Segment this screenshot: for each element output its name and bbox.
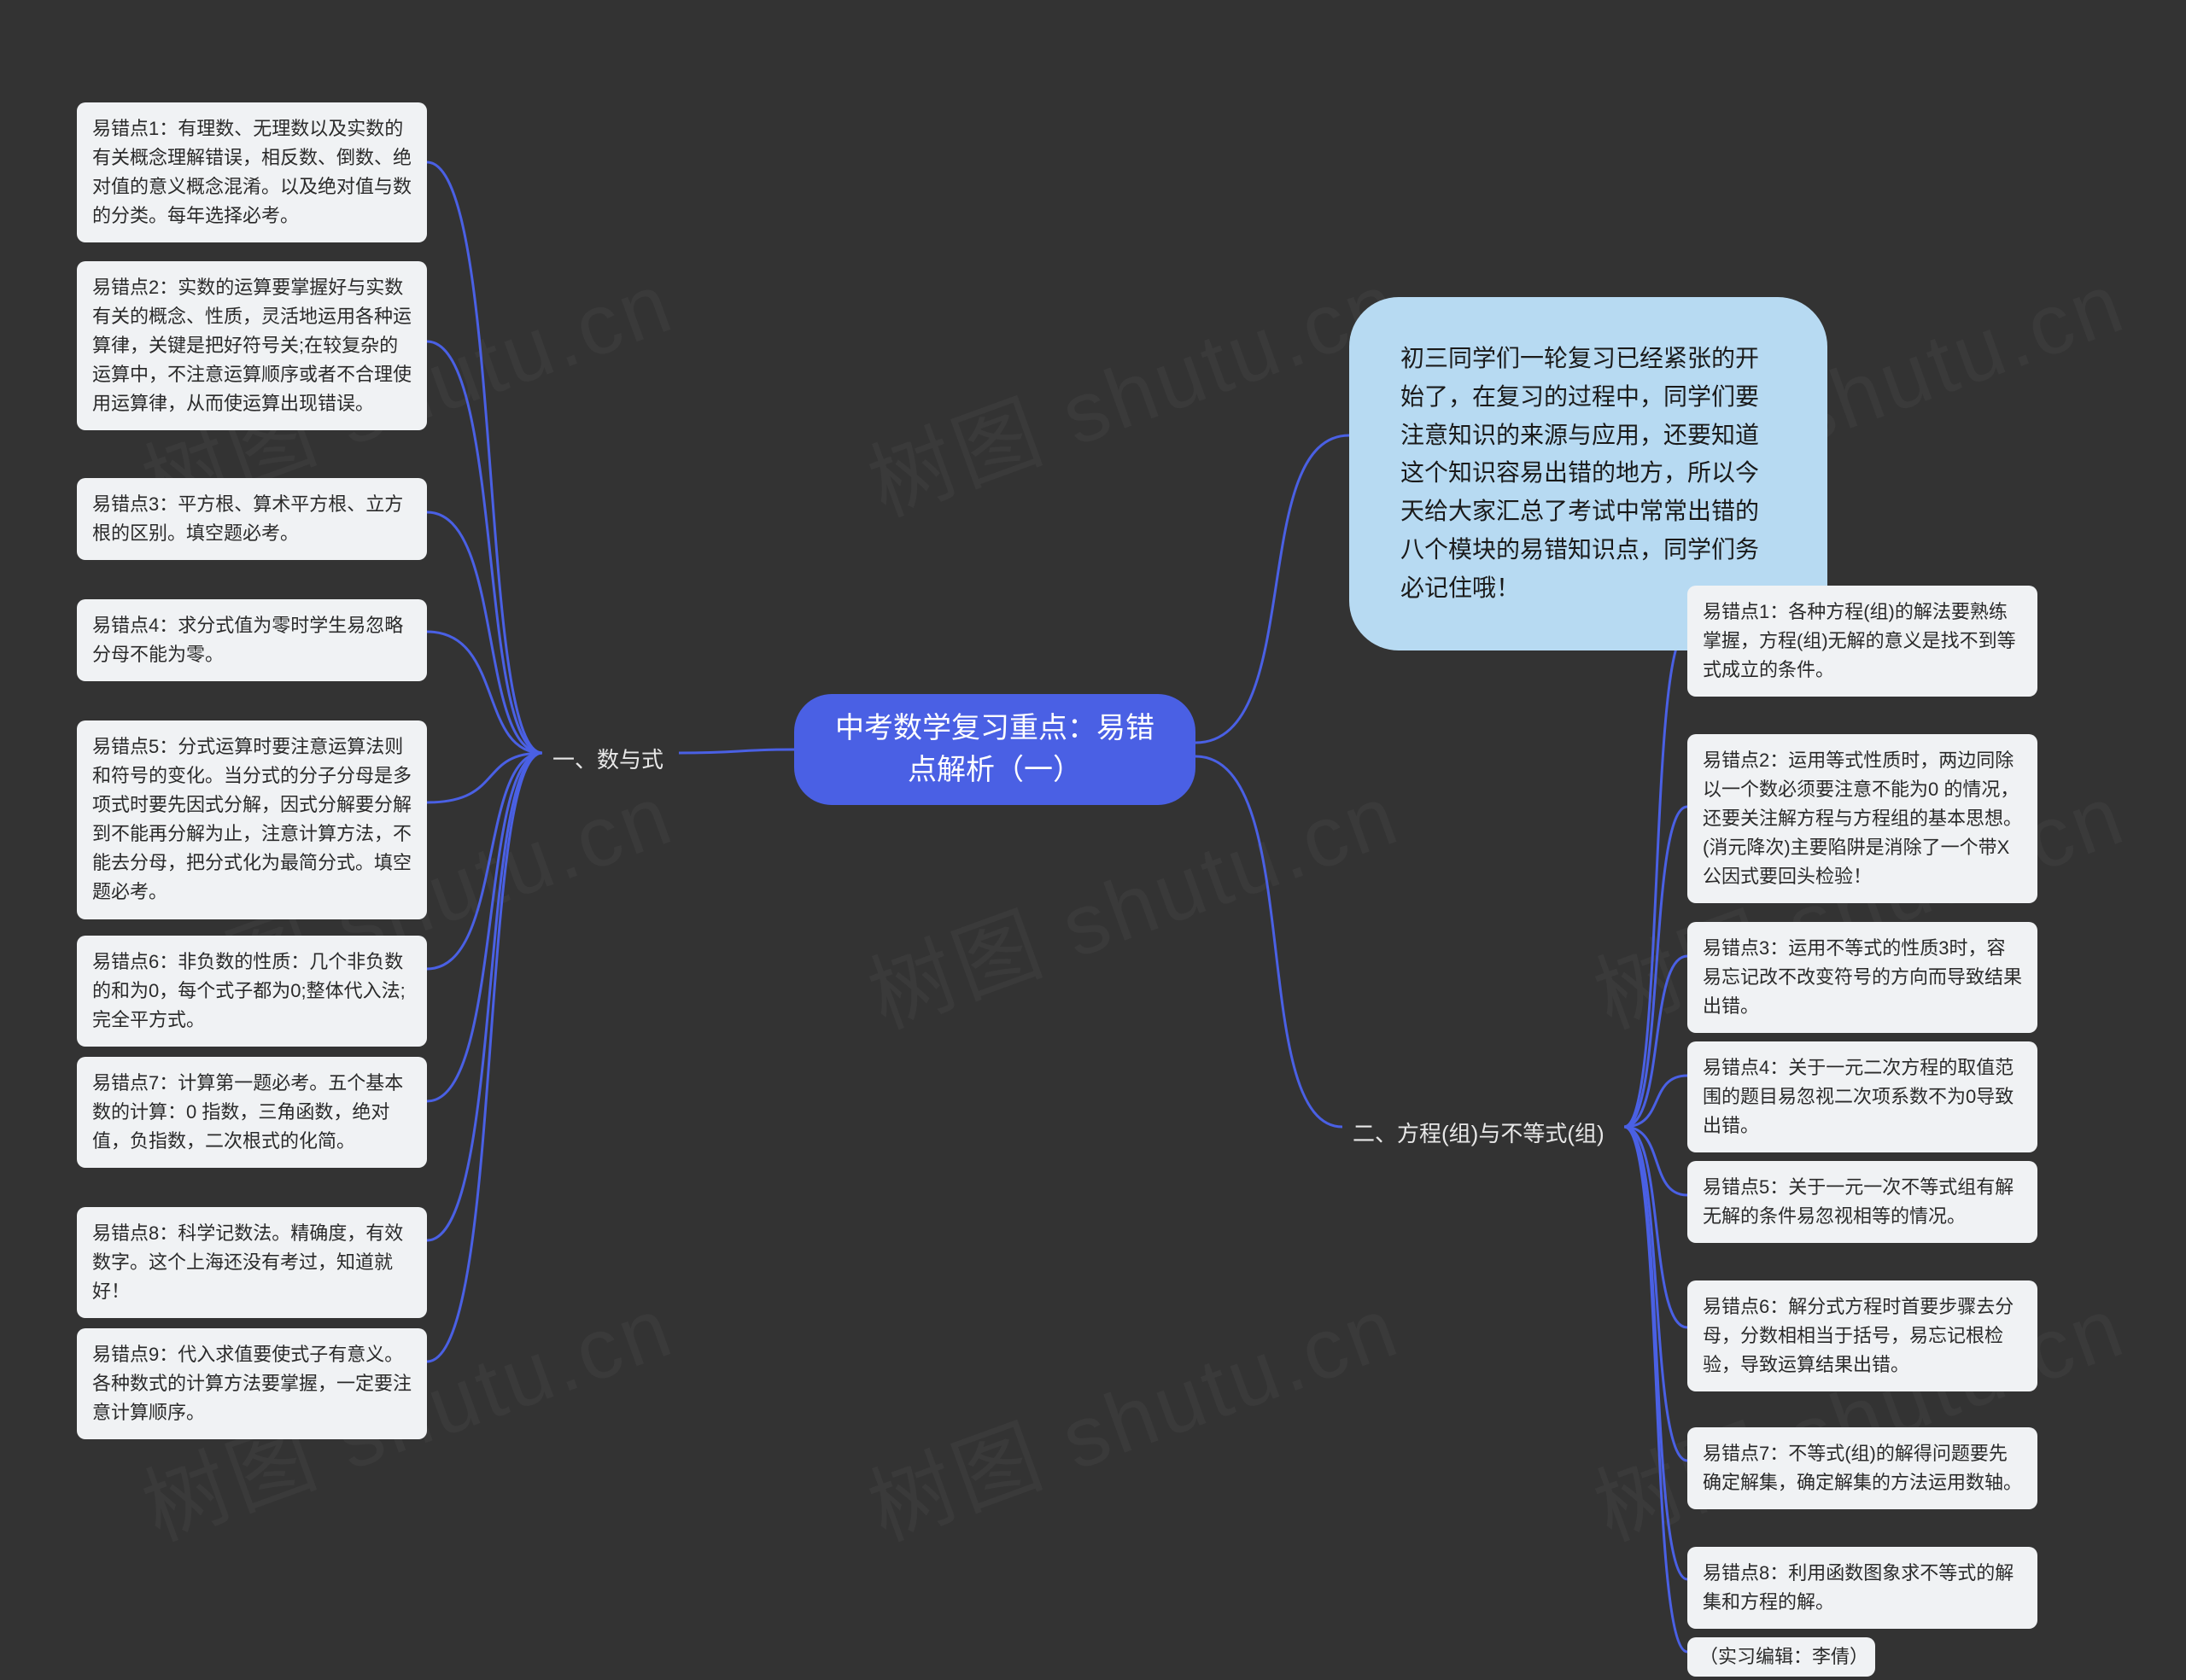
leaf-text: 易错点3：平方根、算术平方根、立方根的区别。填空题必考。: [92, 493, 403, 544]
leaf-text: 易错点6：非负数的性质：几个非负数的和为0，每个式子都为0;整体代入法;完全平方…: [92, 951, 406, 1030]
branch-left-label: 一、数与式: [552, 747, 663, 773]
branch-right-label: 二、方程(组)与不等式(组): [1353, 1121, 1604, 1146]
leaf-text: 易错点2：运用等式性质时，两边同除以一个数必须要注意不能为0 的情况，还要关注解…: [1703, 750, 2022, 887]
leaf-text: 易错点4：求分式值为零时学生易忽略分母不能为零。: [92, 615, 403, 665]
leaf-right[interactable]: 易错点2：运用等式性质时，两边同除以一个数必须要注意不能为0 的情况，还要关注解…: [1687, 734, 2037, 903]
leaf-text: 易错点9：代入求值要使式子有意义。各种数式的计算方法要掌握，一定要注意计算顺序。: [92, 1344, 412, 1423]
leaf-text: 易错点1：各种方程(组)的解法要熟练掌握，方程(组)无解的意义是找不到等式成立的…: [1703, 601, 2016, 680]
leaf-right[interactable]: 易错点1：各种方程(组)的解法要熟练掌握，方程(组)无解的意义是找不到等式成立的…: [1687, 586, 2037, 697]
leaf-left[interactable]: 易错点8：科学记数法。精确度，有效数字。这个上海还没有考过，知道就好！: [77, 1207, 427, 1318]
intro-text: 初三同学们一轮复习已经紧张的开始了，在复习的过程中，同学们要注意知识的来源与应用…: [1400, 345, 1759, 601]
leaf-text: 易错点8：利用函数图象求不等式的解集和方程的解。: [1703, 1562, 2014, 1613]
leaf-text: 易错点2：实数的运算要掌握好与实数有关的概念、性质，灵活地运用各种运算律，关键是…: [92, 277, 412, 414]
leaf-left[interactable]: 易错点6：非负数的性质：几个非负数的和为0，每个式子都为0;整体代入法;完全平方…: [77, 936, 427, 1047]
leaf-right[interactable]: 易错点5：关于一元一次不等式组有解无解的条件易忽视相等的情况。: [1687, 1161, 2037, 1243]
leaf-text: 易错点6：解分式方程时首要步骤去分母，分数相相当于括号，易忘记根检验，导致运算结…: [1703, 1296, 2014, 1375]
leaf-text: 易错点3：运用不等式的性质3时，容易忘记改不改变符号的方向而导致结果出错。: [1703, 937, 2022, 1017]
leaf-text: 易错点8：科学记数法。精确度，有效数字。这个上海还没有考过，知道就好！: [92, 1222, 403, 1302]
leaf-left[interactable]: 易错点2：实数的运算要掌握好与实数有关的概念、性质，灵活地运用各种运算律，关键是…: [77, 261, 427, 430]
leaf-left[interactable]: 易错点1：有理数、无理数以及实数的有关概念理解错误，相反数、倒数、绝对值的意义概…: [77, 102, 427, 242]
branch-left[interactable]: 一、数与式: [542, 736, 674, 784]
leaf-text: 易错点7：不等式(组)的解得问题要先确定解集，确定解集的方法运用数轴。: [1703, 1443, 2022, 1493]
leaf-text: 易错点1：有理数、无理数以及实数的有关概念理解错误，相反数、倒数、绝对值的意义概…: [92, 118, 412, 226]
root-title-line1: 中考数学复习重点：易错: [835, 712, 1154, 744]
leaf-left[interactable]: 易错点5：分式运算时要注意运算法则和符号的变化。当分式的分子分母是多项式时要先因…: [77, 720, 427, 919]
root-node[interactable]: 中考数学复习重点：易错 点解析（一）: [794, 694, 1195, 805]
leaf-text: 易错点5：关于一元一次不等式组有解无解的条件易忽视相等的情况。: [1703, 1176, 2014, 1227]
leaf-text: （实习编辑：李倩）: [1699, 1646, 1868, 1667]
leaf-right[interactable]: 易错点3：运用不等式的性质3时，容易忘记改不改变符号的方向而导致结果出错。: [1687, 922, 2037, 1033]
branch-right[interactable]: 二、方程(组)与不等式(组): [1342, 1110, 1615, 1158]
root-title-line2: 点解析（一）: [908, 754, 1082, 786]
leaf-text: 易错点4：关于一元二次方程的取值范围的题目易忽视二次项系数不为0导致出错。: [1703, 1057, 2014, 1136]
leaf-right[interactable]: 易错点6：解分式方程时首要步骤去分母，分数相相当于括号，易忘记根检验，导致运算结…: [1687, 1280, 2037, 1391]
leaf-right[interactable]: 易错点4：关于一元二次方程的取值范围的题目易忽视二次项系数不为0导致出错。: [1687, 1041, 2037, 1152]
leaf-text: 易错点5：分式运算时要注意运算法则和符号的变化。当分式的分子分母是多项式时要先因…: [92, 736, 412, 902]
leaf-right[interactable]: （实习编辑：李倩）: [1687, 1637, 1875, 1677]
leaf-left[interactable]: 易错点7：计算第一题必考。五个基本数的计算：0 指数，三角函数，绝对值，负指数，…: [77, 1057, 427, 1168]
leaf-right[interactable]: 易错点8：利用函数图象求不等式的解集和方程的解。: [1687, 1547, 2037, 1629]
leaf-left[interactable]: 易错点9：代入求值要使式子有意义。各种数式的计算方法要掌握，一定要注意计算顺序。: [77, 1328, 427, 1439]
leaf-text: 易错点7：计算第一题必考。五个基本数的计算：0 指数，三角函数，绝对值，负指数，…: [92, 1072, 403, 1152]
leaf-left[interactable]: 易错点4：求分式值为零时学生易忽略分母不能为零。: [77, 599, 427, 681]
leaf-right[interactable]: 易错点7：不等式(组)的解得问题要先确定解集，确定解集的方法运用数轴。: [1687, 1427, 2037, 1509]
leaf-left[interactable]: 易错点3：平方根、算术平方根、立方根的区别。填空题必考。: [77, 478, 427, 560]
